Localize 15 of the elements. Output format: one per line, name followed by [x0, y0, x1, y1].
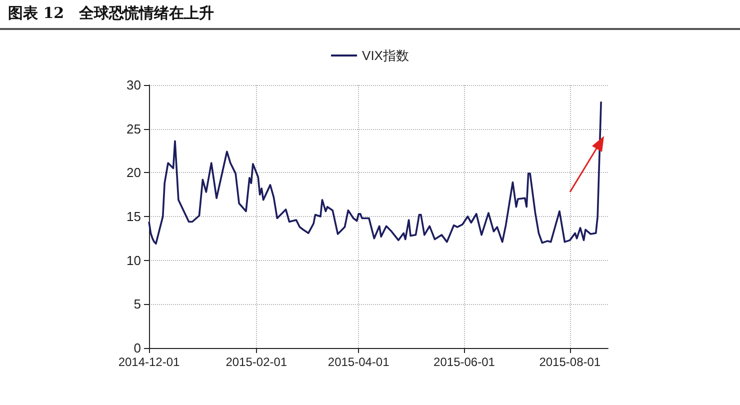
y-tick-label: 5 [134, 296, 141, 312]
x-tick-label: 2015-08-01 [539, 355, 601, 369]
chart-title: 图表 12 全球恐慌情绪在上升 [8, 4, 214, 23]
y-tick-label: 25 [126, 121, 141, 136]
y-tick-label: 20 [126, 165, 141, 180]
y-tick-label: 10 [126, 252, 141, 268]
y-tick-label: 30 [126, 78, 141, 92]
x-tick-label: 2015-04-01 [328, 355, 390, 369]
x-tick-label: 2014-12-01 [118, 355, 180, 369]
y-tick-label: 0 [134, 340, 141, 356]
legend-label: VIX指数 [362, 48, 409, 63]
x-tick-label: 2015-06-01 [434, 355, 496, 369]
line-series [148, 100, 602, 245]
x-tick-label: 2015-02-01 [226, 355, 288, 369]
y-tick-label: 15 [126, 209, 141, 224]
